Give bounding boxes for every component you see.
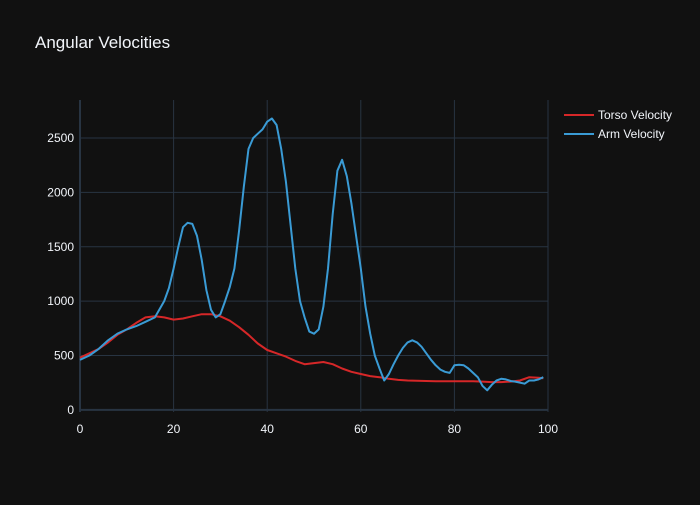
x-tick-label: 80 bbox=[448, 422, 462, 436]
chart-title: Angular Velocities bbox=[35, 33, 171, 52]
y-tick-label: 0 bbox=[67, 403, 74, 417]
grid-layer bbox=[79, 100, 549, 412]
y-tick-label: 2000 bbox=[47, 185, 74, 199]
y-tick-label: 2500 bbox=[47, 131, 74, 145]
x-tick-label: 20 bbox=[167, 422, 181, 436]
legend-item-torso-velocity[interactable]: Torso Velocity bbox=[564, 108, 672, 122]
x-tick-label: 0 bbox=[77, 422, 84, 436]
legend[interactable]: Torso Velocity Arm Velocity bbox=[564, 108, 672, 141]
x-tick-label: 60 bbox=[354, 422, 368, 436]
y-tick-label: 1500 bbox=[47, 240, 74, 254]
series-line-torso-velocity[interactable] bbox=[79, 313, 544, 384]
y-tick-label: 500 bbox=[54, 348, 74, 362]
x-tick-label: 40 bbox=[261, 422, 275, 436]
legend-item-arm-velocity[interactable]: Arm Velocity bbox=[564, 127, 665, 141]
legend-label: Torso Velocity bbox=[598, 108, 672, 122]
axis-layer: 0 500 1000 1500 2000 2500 0 20 40 60 80 100 bbox=[47, 131, 558, 436]
series-line-arm-velocity[interactable] bbox=[79, 117, 544, 392]
x-tick-label: 100 bbox=[538, 422, 558, 436]
y-tick-label: 1000 bbox=[47, 294, 74, 308]
series-layer bbox=[79, 117, 544, 392]
legend-label: Arm Velocity bbox=[598, 127, 665, 141]
